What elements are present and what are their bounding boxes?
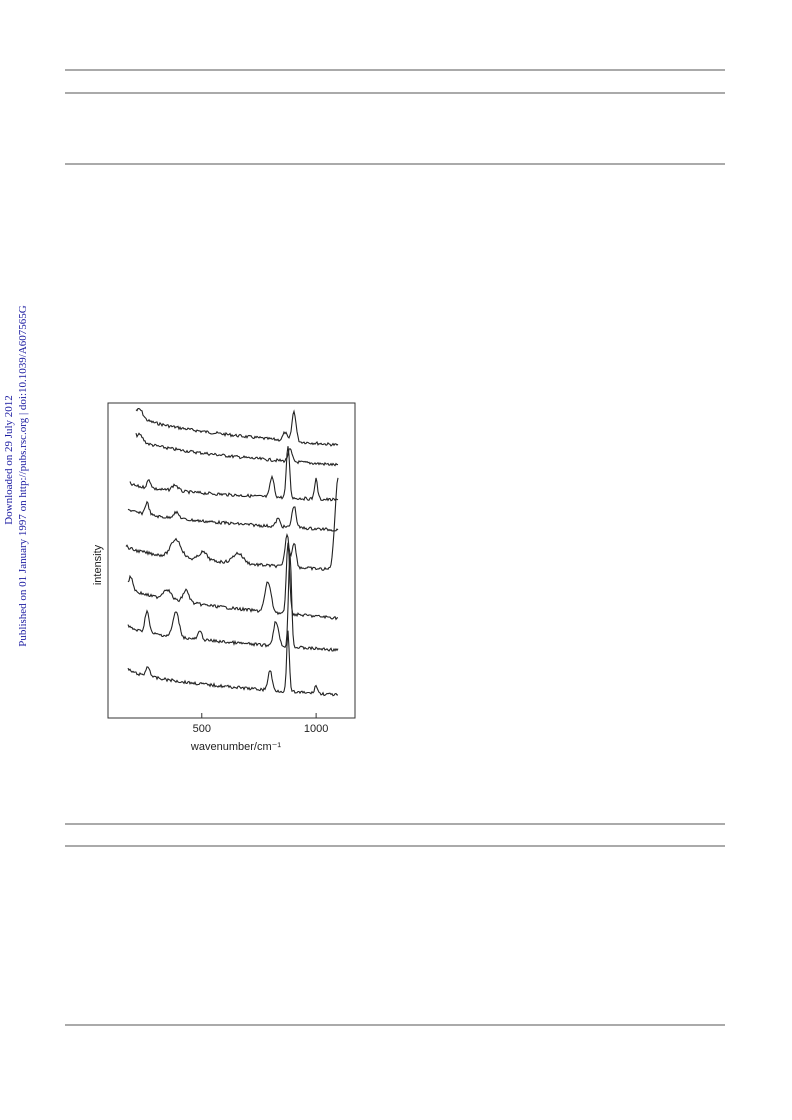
plot-frame	[107, 402, 356, 719]
spectrum-trace	[127, 542, 339, 621]
spectrum-trace	[127, 630, 338, 697]
x-tick-label: 500	[193, 723, 211, 735]
figure: intensity wavenumber/cm⁻¹ 500 1000	[92, 402, 356, 753]
x-tick-label: 1000	[304, 723, 328, 735]
spectrum-trace	[129, 446, 339, 502]
spectrum-trace	[135, 432, 339, 467]
side-note: Published on 01 January 1997 on http://p…	[17, 305, 29, 647]
spectrum-trace	[127, 553, 339, 652]
spectrum-trace	[135, 408, 339, 447]
x-axis-label: wavenumber/cm⁻¹	[190, 741, 282, 753]
side-note: Downloaded on 29 July 2012	[3, 395, 15, 525]
y-axis-label: intensity	[92, 544, 104, 585]
spectrum-trace	[127, 500, 339, 532]
spectrum-trace	[125, 477, 339, 572]
